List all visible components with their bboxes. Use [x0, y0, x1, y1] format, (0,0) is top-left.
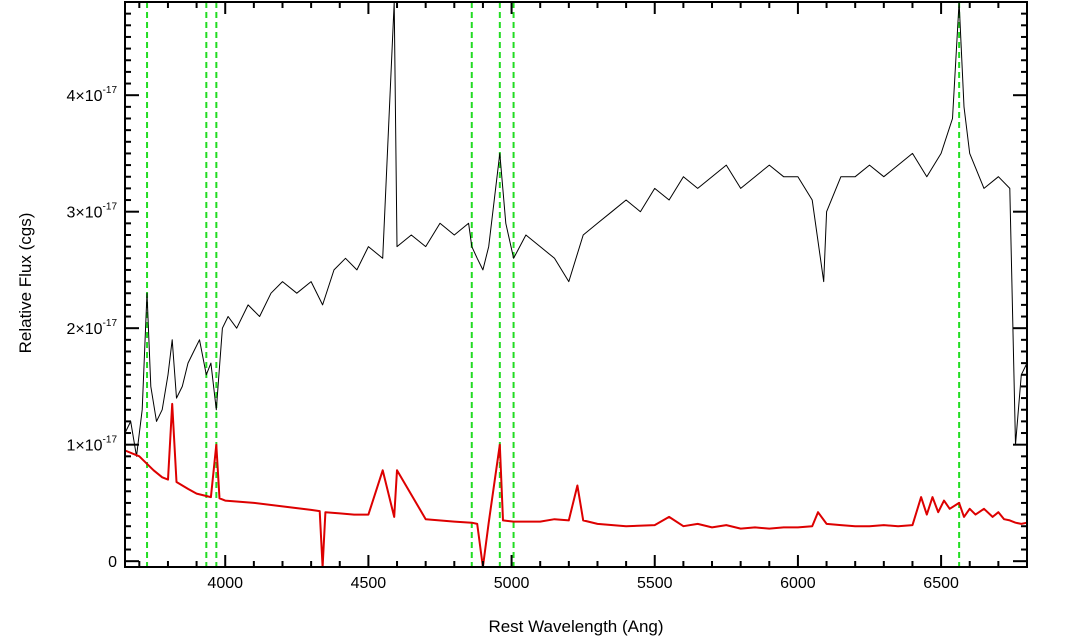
- y-tick-label: 0: [108, 554, 117, 571]
- y-tick-label: 4×10-17: [67, 85, 118, 105]
- ticks-layer: [125, 2, 1028, 567]
- y-tick-label: 1×10-17: [67, 435, 118, 455]
- plot-frame: [124, 1, 1028, 568]
- reference-lines: [146, 2, 961, 567]
- model-line: [124, 402, 1028, 568]
- x-tick-label: 5500: [637, 575, 673, 592]
- x-axis-label: Rest Wavelength (Ang): [488, 617, 663, 636]
- x-tick-label: 4500: [351, 575, 387, 592]
- x-tick-label: 5000: [494, 575, 530, 592]
- x-tick-label: 6500: [923, 575, 959, 592]
- x-tick-label: 6000: [780, 575, 816, 592]
- spectrum-line: [124, 1, 1028, 457]
- tick-labels: 4000 4500 5000 5500 6000 6500 0 1×10-17 2×10-17 3…: [67, 85, 959, 592]
- y-axis-label: Relative Flux (cgs): [16, 213, 35, 354]
- y-tick-label: 3×10-17: [67, 202, 118, 222]
- series-layer: [124, 1, 1028, 568]
- y-tick-label: 2×10-17: [67, 318, 118, 338]
- x-tick-label: 4000: [207, 575, 243, 592]
